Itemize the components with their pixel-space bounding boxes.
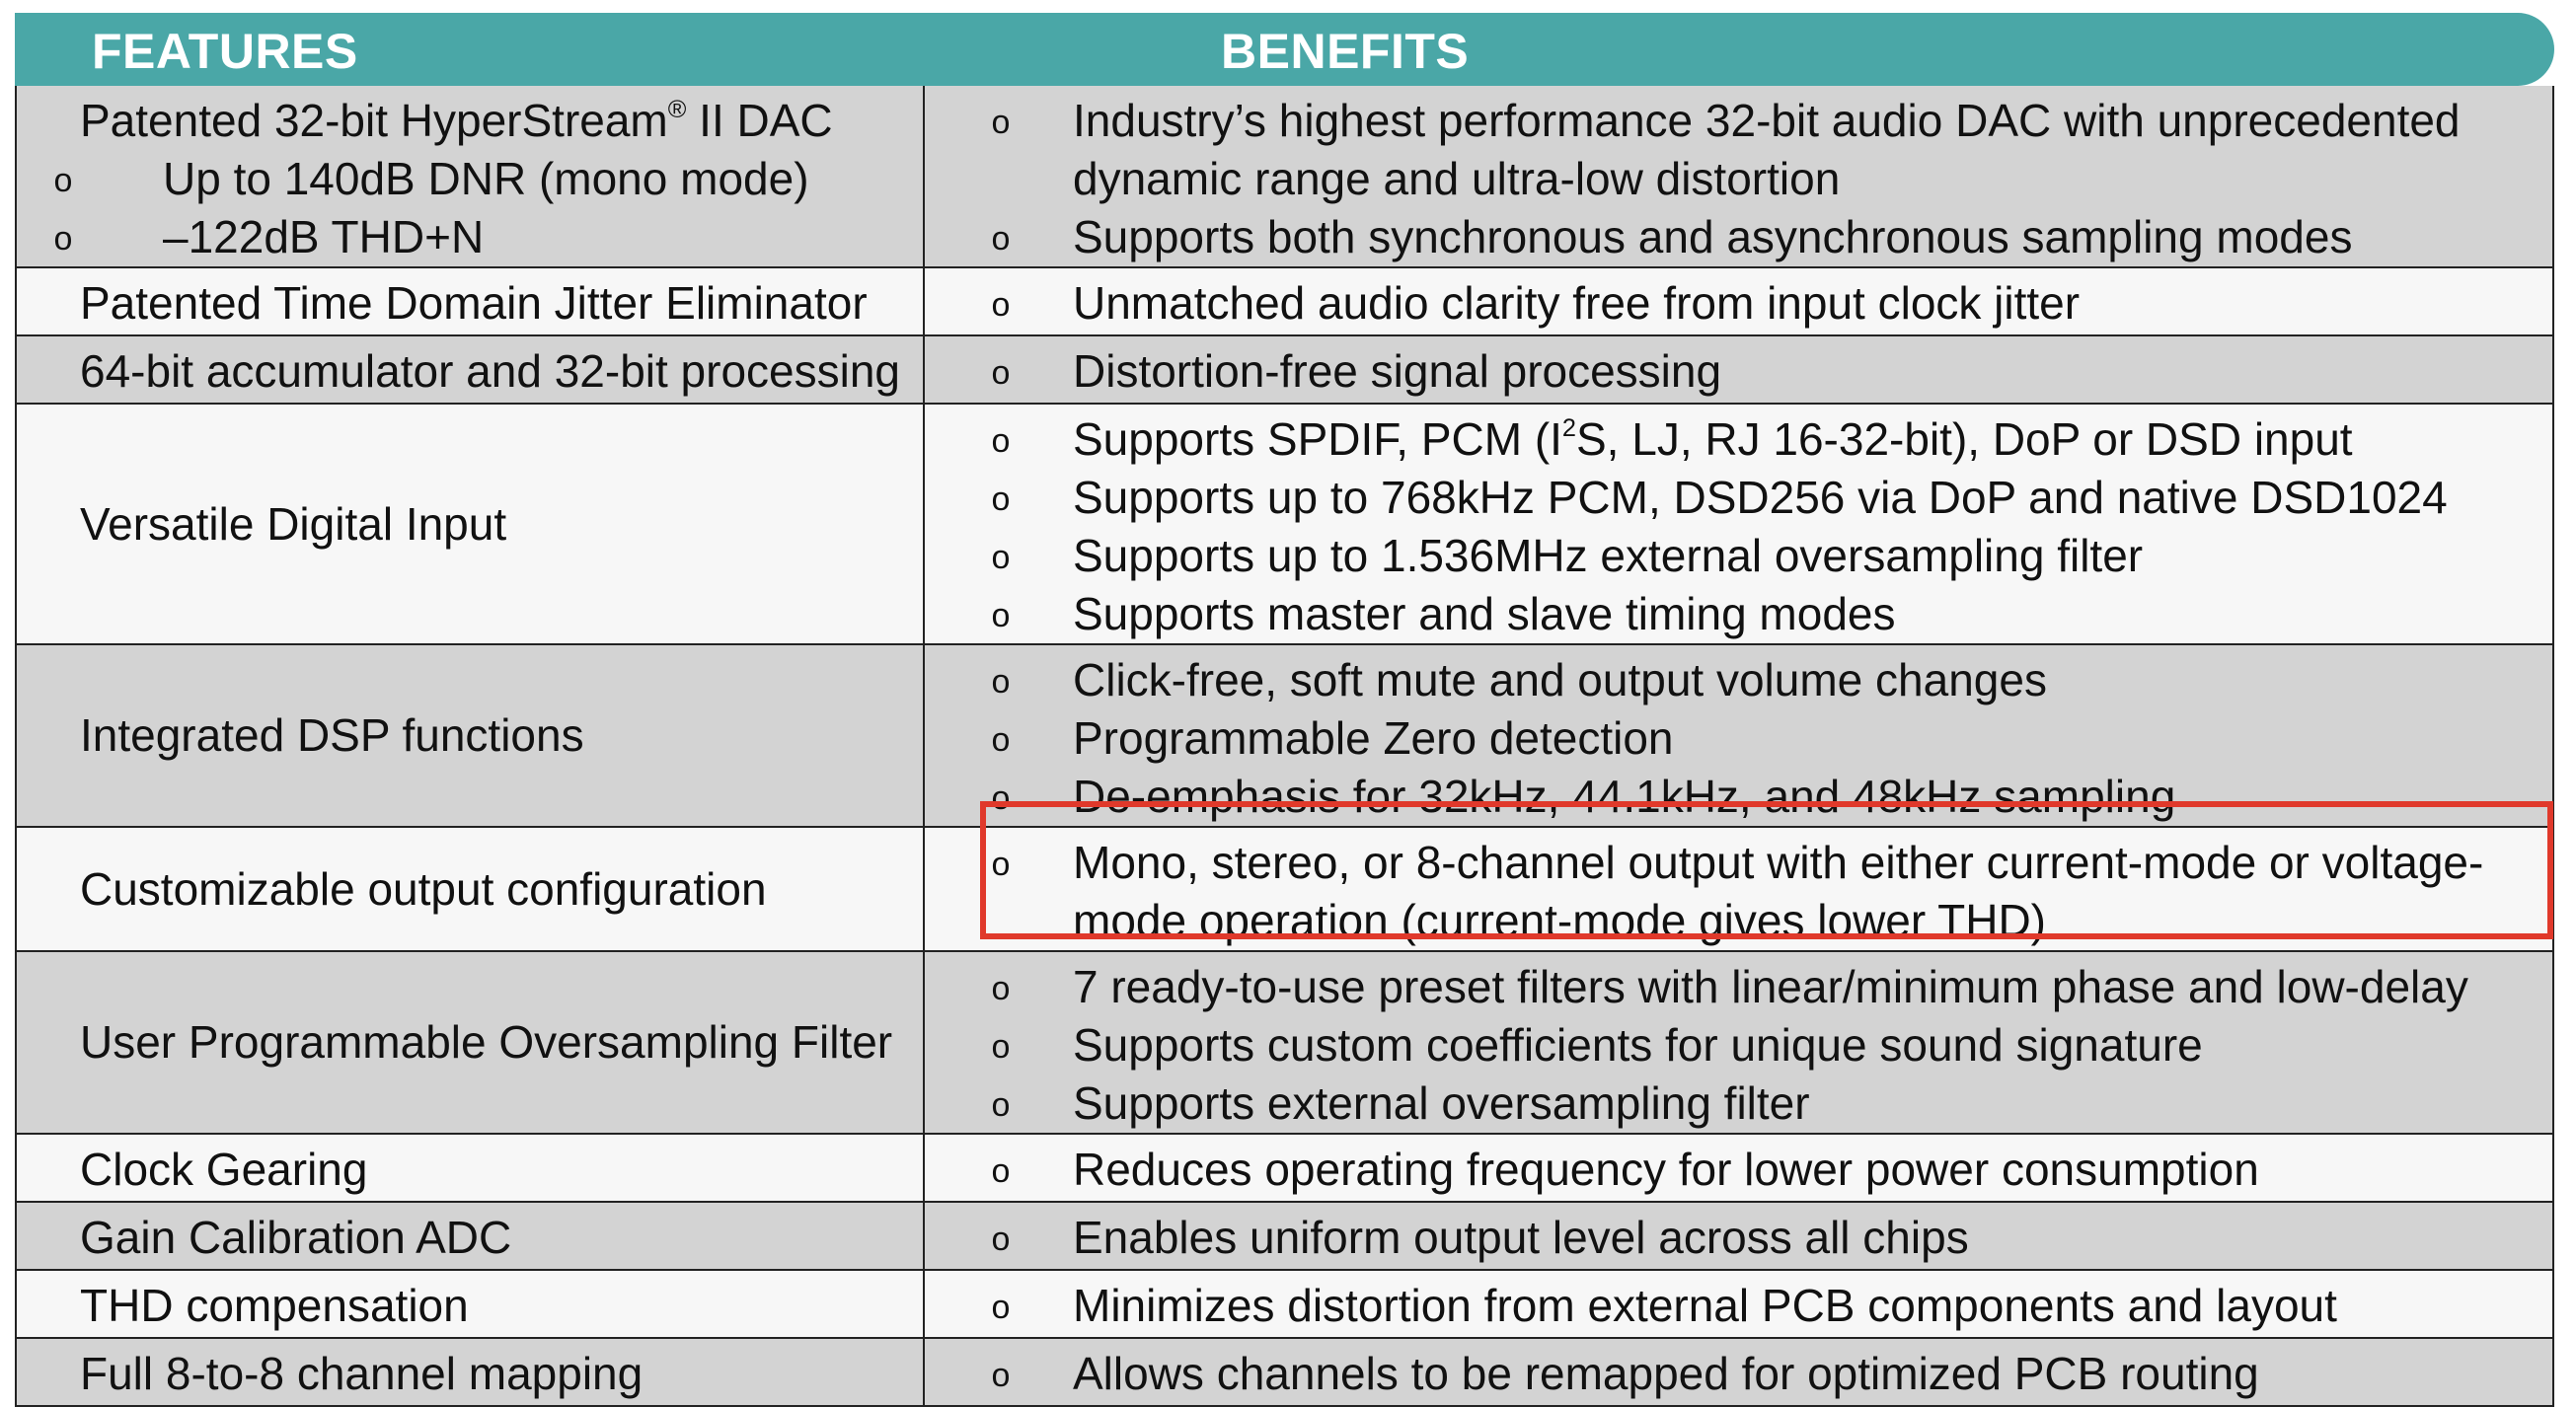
benefit-item: o Supports SPDIF, PCM (I2S, LJ, RJ 16-32-… xyxy=(926,410,2533,469)
benefit-cell: o Reduces operating frequency for lower p… xyxy=(923,1133,2554,1203)
feature-cell: Full 8-to-8 channel mapping xyxy=(15,1337,925,1407)
bullet-icon: o xyxy=(991,422,1011,460)
benefit-item: o Minimizes distortion from external PCB … xyxy=(926,1277,2533,1335)
benefit-cell: o Allows channels to be remapped for opti… xyxy=(923,1337,2554,1407)
benefit-cell: o Supports SPDIF, PCM (I2S, LJ, RJ 16-32-… xyxy=(923,403,2554,645)
benefit-item: o Enables uniform output level across all… xyxy=(926,1209,2533,1267)
feature-title: Gain Calibration ADC xyxy=(80,1212,512,1263)
table-row: THD compensation o Minimizes distortion f… xyxy=(15,1269,2554,1339)
benefit-item: o Supports both synchronous and asynchron… xyxy=(926,208,2533,265)
feature-title: THD compensation xyxy=(80,1280,469,1331)
benefit-cell: o Mono, stereo, or 8-channel output with … xyxy=(923,826,2554,952)
benefit-item: o De-emphasis for 32kHz, 44.1kHz, and 48k… xyxy=(926,768,2533,825)
feature-cell: Clock Gearing xyxy=(15,1133,925,1203)
table-row: Full 8-to-8 channel mapping o Allows chan… xyxy=(15,1337,2554,1407)
feature-title: Integrated DSP functions xyxy=(80,709,584,761)
benefit-cell: o Distortion-free signal processing xyxy=(923,334,2554,405)
table-row: Customizable output configuration o Mono,… xyxy=(15,826,2554,952)
feature-title: Patented Time Domain Jitter Eliminator xyxy=(80,277,868,329)
feature-cell: Versatile Digital Input xyxy=(15,403,925,645)
table-header-bar: FEATURES BENEFITS xyxy=(15,13,2554,86)
bullet-icon: o xyxy=(991,721,1011,759)
table-row: Patented 32-bit HyperStream® II DAC o Up … xyxy=(15,86,2554,268)
benefit-item: o Unmatched audio clarity free from input… xyxy=(926,274,2533,333)
feature-sub-item: o Up to 140dB DNR (mono mode) xyxy=(54,150,922,208)
feature-cell: User Programmable Oversampling Filter xyxy=(15,950,925,1135)
bullet-icon: o xyxy=(991,970,1011,1007)
feature-cell: Patented 32-bit HyperStream® II DAC o Up … xyxy=(15,86,925,268)
benefit-cell: o Unmatched audio clarity free from input… xyxy=(923,266,2554,336)
bullet-icon: o xyxy=(991,220,1011,258)
bullet-icon: o xyxy=(991,286,1011,324)
bullet-icon: o xyxy=(991,1289,1011,1326)
feature-cell: Customizable output configuration xyxy=(15,826,925,952)
feature-title: Clock Gearing xyxy=(80,1144,368,1195)
bullet-icon: o xyxy=(991,1086,1011,1124)
feature-cell: THD compensation xyxy=(15,1269,925,1339)
bullet-icon: o xyxy=(991,354,1011,392)
bullet-icon: o xyxy=(991,597,1011,634)
benefit-item: o Supports custom coefficients for unique… xyxy=(926,1016,2533,1074)
benefit-item: o Distortion-free signal processing xyxy=(926,342,2533,401)
benefit-item: o Supports up to 1.536MHz external oversa… xyxy=(926,527,2533,585)
bullet-icon: o xyxy=(991,1357,1011,1394)
table-row: Versatile Digital Input o Supports SPDIF,… xyxy=(15,403,2554,645)
registered-mark: ® xyxy=(667,96,687,124)
benefit-item: o Mono, stereo, or 8-channel output with … xyxy=(926,834,2533,949)
table-row: Gain Calibration ADC o Enables uniform ou… xyxy=(15,1201,2554,1271)
bullet-icon: o xyxy=(991,663,1011,701)
table-row: 64-bit accumulator and 32-bit processing… xyxy=(15,334,2554,405)
benefit-item: o Supports master and slave timing modes xyxy=(926,585,2533,642)
benefit-cell: o Enables uniform output level across all… xyxy=(923,1201,2554,1271)
feature-title: Customizable output configuration xyxy=(80,862,767,915)
benefit-item: o Supports external oversampling filter xyxy=(926,1074,2533,1132)
table-row: Clock Gearing o Reduces operating frequen… xyxy=(15,1133,2554,1203)
feature-cell: Patented Time Domain Jitter Eliminator xyxy=(15,266,925,336)
benefit-cell: o Click-free, soft mute and output volume… xyxy=(923,643,2554,828)
feature-cell: 64-bit accumulator and 32-bit processing xyxy=(15,334,925,405)
bullet-icon: o xyxy=(991,779,1011,817)
feature-cell: Integrated DSP functions xyxy=(15,643,925,828)
benefits-column-title: BENEFITS xyxy=(1221,24,1470,79)
benefit-item: o Click-free, soft mute and output volume… xyxy=(926,651,2533,709)
feature-title: 64-bit accumulator and 32-bit processing xyxy=(80,345,901,397)
features-benefits-table: Patented 32-bit HyperStream® II DAC o Up … xyxy=(15,86,2554,1407)
feature-title: Patented 32-bit HyperStream® II DAC xyxy=(80,95,833,146)
benefit-cell: o Industry’s highest performance 32-bit a… xyxy=(923,86,2554,268)
bullet-icon: o xyxy=(991,1152,1011,1190)
benefit-cell: o Minimizes distortion from external PCB … xyxy=(923,1269,2554,1339)
bullet-icon: o xyxy=(53,162,73,199)
bullet-icon: o xyxy=(53,220,73,258)
benefit-item: o Allows channels to be remapped for opti… xyxy=(926,1345,2533,1403)
table-row: Patented Time Domain Jitter Eliminator o… xyxy=(15,266,2554,336)
benefit-item: o Reduces operating frequency for lower p… xyxy=(926,1141,2533,1199)
feature-sub-item: o –122dB THD+N xyxy=(54,208,922,265)
bullet-icon: o xyxy=(991,1221,1011,1258)
feature-title: Full 8-to-8 channel mapping xyxy=(80,1348,644,1399)
feature-title: Versatile Digital Input xyxy=(80,497,507,550)
table-row: Integrated DSP functions o Click-free, so… xyxy=(15,643,2554,828)
bullet-icon: o xyxy=(991,1028,1011,1066)
benefit-item: o Supports up to 768kHz PCM, DSD256 via D… xyxy=(926,469,2533,527)
bullet-icon: o xyxy=(991,481,1011,518)
bullet-icon: o xyxy=(991,539,1011,576)
features-column-title: FEATURES xyxy=(92,24,358,79)
bullet-icon: o xyxy=(991,104,1011,141)
benefit-item: o Industry’s highest performance 32-bit a… xyxy=(926,92,2533,208)
feature-title: User Programmable Oversampling Filter xyxy=(80,1016,893,1068)
benefit-item: o Programmable Zero detection xyxy=(926,709,2533,768)
bullet-icon: o xyxy=(991,846,1011,883)
feature-cell: Gain Calibration ADC xyxy=(15,1201,925,1271)
